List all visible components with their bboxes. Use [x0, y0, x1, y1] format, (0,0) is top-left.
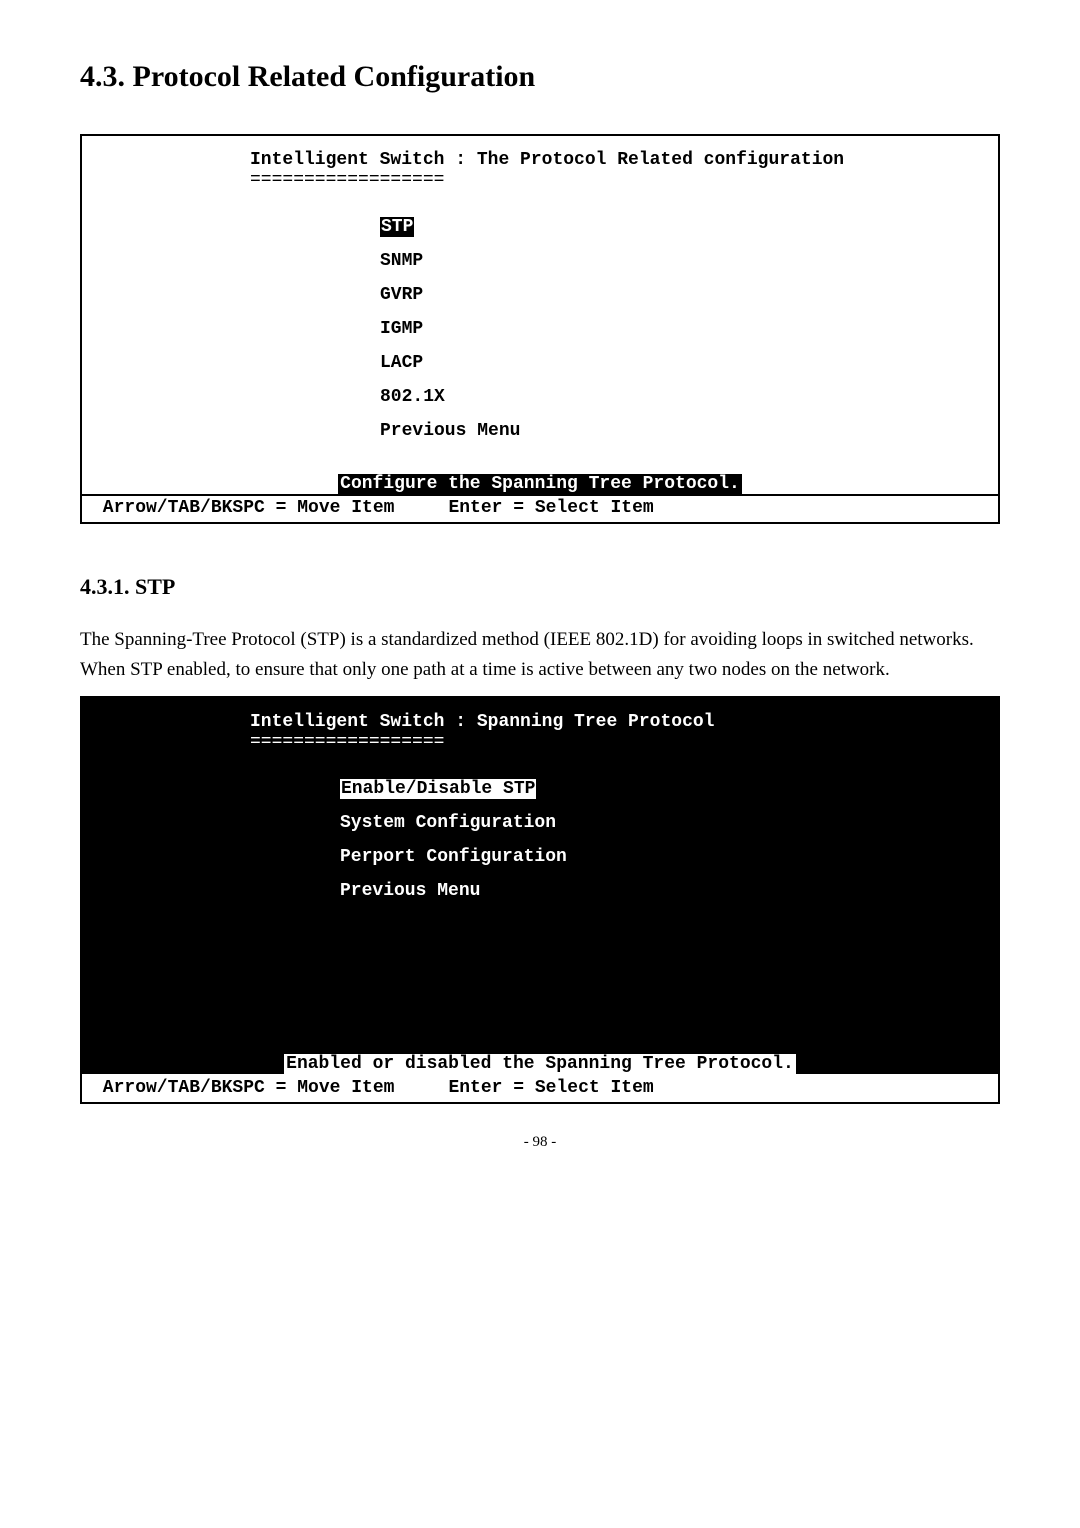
- menu-item-gvrp[interactable]: GVRP: [380, 278, 980, 312]
- terminal-protocol-config: Intelligent Switch : The Protocol Relate…: [80, 134, 1000, 524]
- menu-item-enable-stp[interactable]: Enable/Disable STP: [340, 779, 536, 799]
- menu-item-previous2[interactable]: Previous Menu: [340, 874, 980, 908]
- terminal1-menu: STP SNMP GVRP IGMP LACP 802.1X Previous …: [100, 190, 980, 468]
- subsection-heading: 4.3.1. STP: [80, 574, 1000, 600]
- terminal1-hint: Configure the Spanning Tree Protocol.: [338, 474, 742, 494]
- terminal1-underline: ==================: [250, 170, 980, 190]
- menu-item-lacp[interactable]: LACP: [380, 346, 980, 380]
- terminal-stp: Intelligent Switch : Spanning Tree Proto…: [80, 696, 1000, 1104]
- terminal1-footer: Arrow/TAB/BKSPC = Move Item Enter = Sele…: [82, 494, 998, 522]
- terminal2-footer: Arrow/TAB/BKSPC = Move Item Enter = Sele…: [82, 1074, 998, 1102]
- terminal1-title: Intelligent Switch : The Protocol Relate…: [250, 150, 980, 170]
- terminal2-title: Intelligent Switch : Spanning Tree Proto…: [250, 712, 980, 732]
- terminal2-underline: ==================: [250, 732, 980, 752]
- menu-item-8021x[interactable]: 802.1X: [380, 380, 980, 414]
- page-number: - 98 -: [80, 1134, 1000, 1151]
- menu-item-previous[interactable]: Previous Menu: [380, 414, 980, 448]
- terminal2-menu: Enable/Disable STP System Configuration …: [100, 752, 980, 1048]
- menu-item-stp[interactable]: STP: [380, 217, 414, 237]
- section-heading: 4.3. Protocol Related Configuration: [80, 60, 1000, 94]
- menu-item-snmp[interactable]: SNMP: [380, 244, 980, 278]
- menu-item-perport-config[interactable]: Perport Configuration: [340, 840, 980, 874]
- menu-item-system-config[interactable]: System Configuration: [340, 806, 980, 840]
- menu-item-igmp[interactable]: IGMP: [380, 312, 980, 346]
- terminal2-hint: Enabled or disabled the Spanning Tree Pr…: [284, 1054, 796, 1074]
- stp-paragraph: The Spanning-Tree Protocol (STP) is a st…: [80, 625, 1000, 686]
